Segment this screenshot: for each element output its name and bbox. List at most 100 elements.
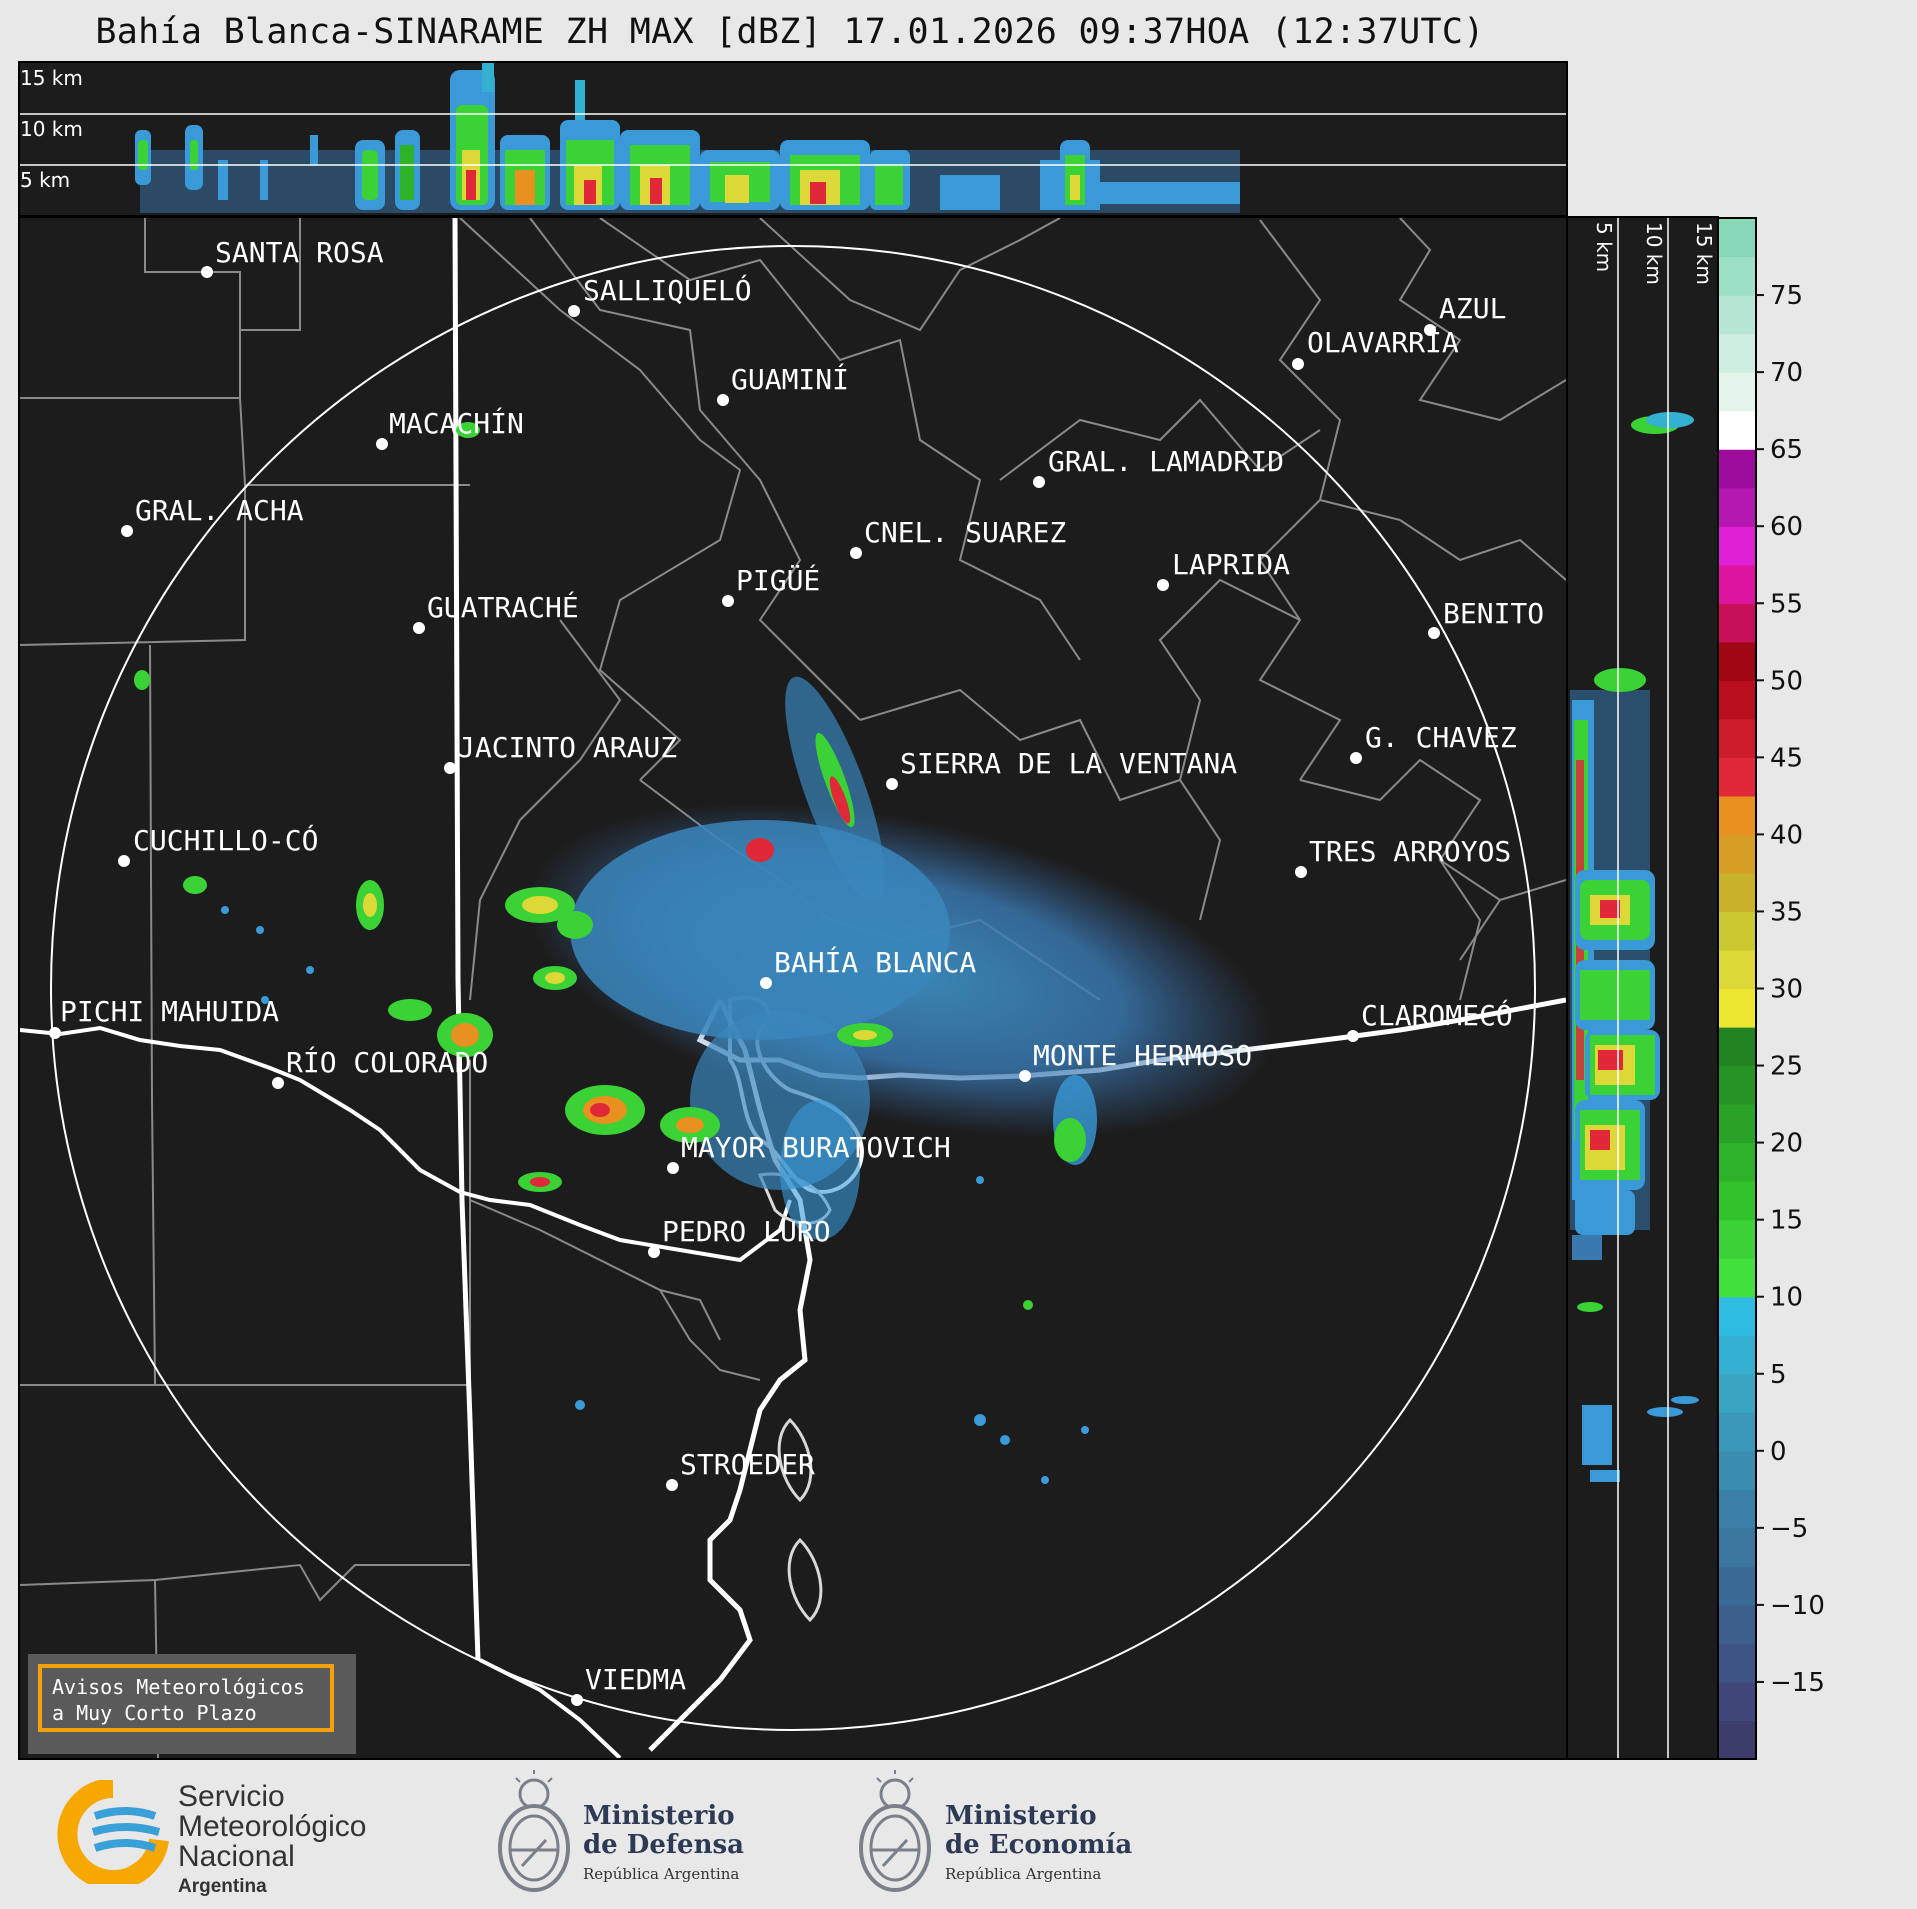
colorbar-tick-label: 45 (1770, 743, 1803, 773)
colorbar-tick-label: 20 (1770, 1129, 1803, 1159)
defensa-logo-text: Ministerio de Defensa República Argentin… (583, 1802, 744, 1889)
colorbar-segment (1718, 1104, 1756, 1144)
colorbar-segment (1718, 641, 1756, 681)
city-label-claromeco: CLAROMECÓ (1361, 998, 1513, 1032)
side-height-label-5: 5 km (1592, 222, 1616, 272)
city-label-gral-acha: GRAL. ACHA (135, 494, 304, 527)
colorbar-segment (1718, 1373, 1756, 1413)
city-label-pichi-mahuida: PICHI MAHUIDA (60, 995, 279, 1028)
colorbar-segment (1718, 680, 1756, 720)
top-height-label-15: 15 km (20, 66, 83, 90)
city-label-guatrache: GUATRACHÉ (427, 590, 579, 624)
colorbar-tick-label: −15 (1770, 1668, 1825, 1698)
colorbar-segment (1718, 449, 1756, 489)
colorbar-segment (1718, 1489, 1756, 1529)
colorbar-segment (1718, 1065, 1756, 1105)
colorbar-segment (1718, 487, 1756, 527)
colorbar-segment (1718, 872, 1756, 913)
smn-line-2: Meteorológico (178, 1810, 367, 1843)
colorbar-segment (1718, 718, 1756, 758)
colorbar-segment (1718, 603, 1756, 643)
colorbar-segment (1718, 1412, 1756, 1452)
city-label-sierra-de-la-ventana: SIERRA DE LA VENTANA (900, 747, 1237, 780)
city-label-santa-rosa: SANTA ROSA (215, 236, 384, 269)
city-label-laprida: LAPRIDA (1172, 548, 1290, 581)
colorbar-segment (1718, 795, 1756, 835)
city-label-pigue: PIGÜÉ (736, 563, 820, 597)
colorbar-segments (1718, 218, 1756, 1760)
smn-line-4: Argentina (178, 1876, 267, 1897)
city-label-tres-arroyos: TRES ARROYOS (1309, 835, 1511, 868)
colorbar-segment (1718, 1296, 1756, 1336)
city-label-cnel-suarez: CNEL. SUAREZ (864, 516, 1066, 549)
city-label-gral-lamadrid: GRAL. LAMADRID (1048, 445, 1284, 478)
river-colorado (20, 1025, 792, 1263)
colorbar-segment (1718, 911, 1756, 951)
smn-logo-icon (57, 1780, 169, 1884)
city-label-olavarria: OLAVARRÍA (1307, 325, 1459, 359)
city-label-monte-hermoso: MONTE HERMOSO (1033, 1039, 1252, 1072)
colorbar-segment (1718, 1566, 1756, 1606)
river-negro (479, 1658, 622, 1758)
defensa-line-3: República Argentina (583, 1865, 740, 1883)
city-label-cuchillo-co: CUCHILLO-CÓ (133, 823, 318, 857)
colorbar-segment (1718, 988, 1756, 1028)
page-title: Bahía Blanca-SINARAME ZH MAX [dBZ] 17.01… (95, 12, 1485, 52)
colorbar-segment (1718, 256, 1756, 296)
colorbar-segment (1718, 1335, 1756, 1375)
city-label-benito: BENITO (1443, 597, 1544, 630)
top-height-label-10: 10 km (20, 117, 83, 141)
colorbar-tick-label: 35 (1770, 897, 1803, 927)
city-label-viedma: VIEDMA (585, 1663, 686, 1696)
colorbar-segment (1718, 1219, 1756, 1259)
side-height-label-15: 15 km (1692, 222, 1716, 285)
warning-box[interactable]: Avisos Meteorológicos a Muy Corto Plazo (28, 1654, 356, 1754)
economia-shield-icon (859, 1770, 931, 1892)
economia-line-1: Ministerio (945, 1801, 1097, 1831)
colorbar-segment (1718, 333, 1756, 373)
colorbar-segment (1718, 1027, 1756, 1067)
warning-line-1: Avisos Meteorológicos (52, 1675, 305, 1699)
smn-line-1: Servicio (178, 1780, 285, 1813)
side-height-label-10: 10 km (1642, 222, 1666, 285)
colorbar-segment (1718, 1181, 1756, 1221)
city-label-rio-colorado: RÍO COLORADO (286, 1045, 488, 1079)
city-label-azul: AZUL (1439, 292, 1506, 325)
colorbar-tick-label: 10 (1770, 1283, 1803, 1313)
colorbar-tick-label: 40 (1770, 820, 1803, 850)
colorbar-segment (1718, 564, 1756, 604)
colorbar-tick-label: 50 (1770, 666, 1803, 696)
top-height-label-5: 5 km (20, 168, 70, 192)
colorbar-tick-label: 60 (1770, 512, 1803, 542)
smn-line-3: Nacional (178, 1840, 295, 1873)
colorbar-tick-label: 5 (1770, 1360, 1787, 1390)
economia-logo-text: Ministerio de Economía República Argenti… (945, 1802, 1132, 1889)
city-label-bahia-blanca: BAHÍA BLANCA (774, 945, 976, 979)
colorbar-segment (1718, 1681, 1756, 1722)
warning-box-inner: Avisos Meteorológicos a Muy Corto Plazo (38, 1664, 334, 1732)
colorbar-segment (1718, 218, 1756, 258)
city-label-macachin: MACACHÍN (389, 406, 524, 440)
city-label-guamini: GUAMINÍ (731, 362, 849, 396)
colorbar-tick-label: −5 (1770, 1514, 1808, 1544)
colorbar-segment (1718, 1527, 1756, 1567)
economia-line-3: República Argentina (945, 1865, 1102, 1883)
city-label-jacinto-arauz: JACINTO ARAUZ (458, 731, 677, 764)
colorbar-tick-label: 0 (1770, 1437, 1787, 1467)
defensa-line-2: de Defensa (583, 1830, 744, 1860)
side-panel-echoes (1570, 412, 1699, 1482)
colorbar-tick-label: 15 (1770, 1206, 1803, 1236)
city-markers (49, 266, 1440, 1706)
province-boundary-line (452, 218, 481, 1661)
smn-logo-text: Servicio Meteorológico Nacional Argentin… (178, 1782, 366, 1902)
colorbar-tick-label: 25 (1770, 1052, 1803, 1082)
city-label-pedro-luro: PEDRO LURO (662, 1215, 831, 1248)
colorbar-segment (1718, 949, 1756, 990)
colorbar-tick-label: 30 (1770, 975, 1803, 1005)
warning-line-2: a Muy Corto Plazo (52, 1701, 257, 1725)
colorbar-segment (1718, 1604, 1756, 1645)
colorbar-tick-label: 70 (1770, 358, 1803, 388)
economia-line-2: de Economía (945, 1830, 1133, 1860)
